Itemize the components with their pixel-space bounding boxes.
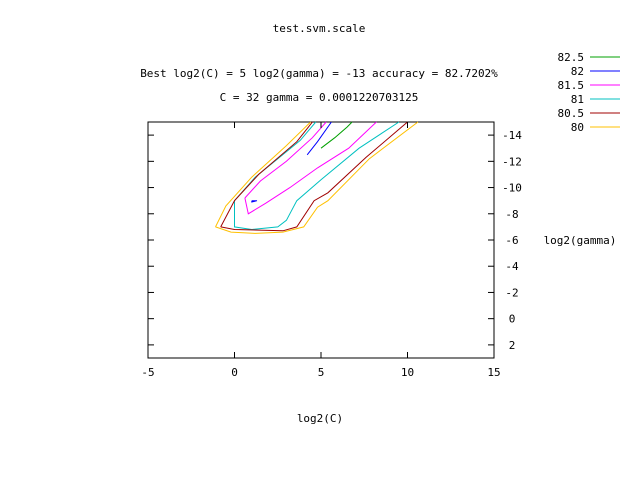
- x-tick-label: 15: [487, 366, 500, 379]
- legend-label: 82.5: [558, 51, 585, 64]
- y-axis-ticks: -14 -12 -10 -8 -6 -4 -2 0 2: [148, 129, 522, 352]
- contour-line-82: [251, 200, 258, 203]
- contour-line-80: [215, 121, 311, 228]
- contour-line-82-5: [320, 121, 353, 149]
- x-tick-label: -5: [141, 366, 154, 379]
- contour-lines: [215, 121, 419, 234]
- y-tick-label: -4: [505, 260, 519, 273]
- x-axis-label: log2(C): [297, 412, 343, 425]
- chart-subtitle-c-gamma: C = 32 gamma = 0.0001220703125: [220, 91, 419, 104]
- contour-line-81-5: [244, 121, 327, 199]
- y-tick-label: -14: [502, 129, 522, 142]
- contour-line-82: [306, 121, 332, 156]
- x-tick-label: 0: [231, 366, 238, 379]
- x-axis-ticks: -5 0 5 10 15: [141, 122, 501, 379]
- legend-label: 82: [571, 65, 584, 78]
- x-tick-label: 10: [401, 366, 414, 379]
- chart-subtitle-best-params: Best log2(C) = 5 log2(gamma) = -13 accur…: [140, 67, 498, 80]
- contour-line-80: [215, 121, 419, 234]
- x-tick-label: 5: [318, 366, 325, 379]
- contour-line-80-5: [220, 121, 313, 228]
- contour-line-80-5: [220, 121, 408, 232]
- legend-label: 80.5: [558, 107, 585, 120]
- plot-frame: [147, 121, 495, 359]
- y-axis-label: log2(gamma): [544, 234, 617, 247]
- contour-line-81-5: [244, 121, 377, 215]
- y-tick-label: -10: [502, 182, 522, 195]
- y-tick-label: -12: [502, 155, 522, 168]
- legend-label: 81: [571, 93, 584, 106]
- contour-line-81: [234, 121, 400, 231]
- chart-title: test.svm.scale: [273, 22, 366, 35]
- y-tick-label: 2: [509, 339, 516, 352]
- legend-label: 80: [571, 121, 584, 134]
- y-tick-label: -8: [505, 208, 518, 221]
- y-tick-label: -6: [505, 234, 518, 247]
- y-tick-label: -2: [505, 286, 518, 299]
- legend-label: 81.5: [558, 79, 585, 92]
- y-tick-label: 0: [509, 313, 516, 326]
